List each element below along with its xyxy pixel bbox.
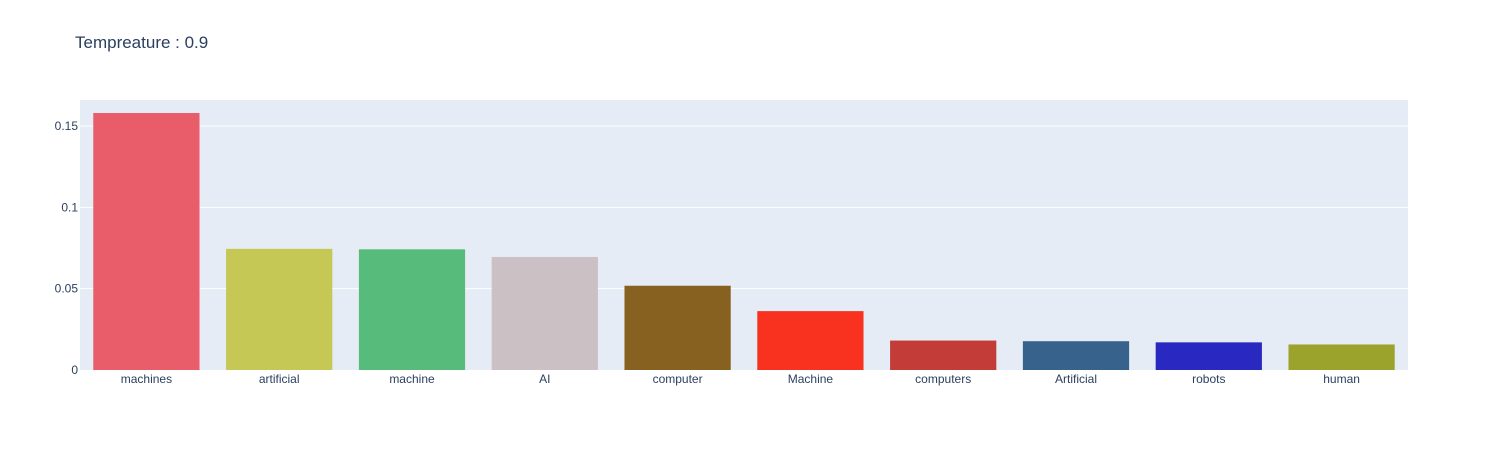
- x-tick-label: robots: [1192, 372, 1225, 386]
- bar-machines[interactable]: [93, 113, 200, 370]
- y-tick-label: 0: [71, 363, 78, 377]
- x-tick-label: AI: [539, 372, 550, 386]
- bars: [93, 113, 1395, 370]
- x-axis-ticks: machines artificial machine AI computer Machi…: [121, 372, 1360, 386]
- x-tick-label: Artificial: [1055, 372, 1097, 386]
- bar-computer[interactable]: [624, 285, 731, 370]
- bar-human[interactable]: [1288, 344, 1395, 370]
- bar-Machine[interactable]: [757, 311, 864, 370]
- bar-AI[interactable]: [491, 256, 598, 370]
- y-tick-label: 0.05: [55, 282, 79, 296]
- x-tick-label: computer: [653, 372, 703, 386]
- x-tick-label: machine: [389, 372, 435, 386]
- chart-title: Tempreature : 0.9: [75, 33, 209, 52]
- x-tick-label: Machine: [788, 372, 834, 386]
- x-tick-label: machines: [121, 372, 172, 386]
- bar-artificial[interactable]: [226, 248, 333, 370]
- x-tick-label: human: [1323, 372, 1360, 386]
- y-tick-label: 0.15: [55, 119, 79, 133]
- x-tick-label: computers: [915, 372, 971, 386]
- y-axis-ticks: 0 0.05 0.1 0.15: [55, 119, 79, 377]
- bar-Artificial[interactable]: [1022, 341, 1130, 370]
- bar-machine[interactable]: [358, 249, 466, 370]
- y-tick-label: 0.1: [61, 200, 78, 214]
- bar-computers[interactable]: [890, 340, 997, 370]
- bar-robots[interactable]: [1155, 342, 1262, 370]
- x-tick-label: artificial: [259, 372, 300, 386]
